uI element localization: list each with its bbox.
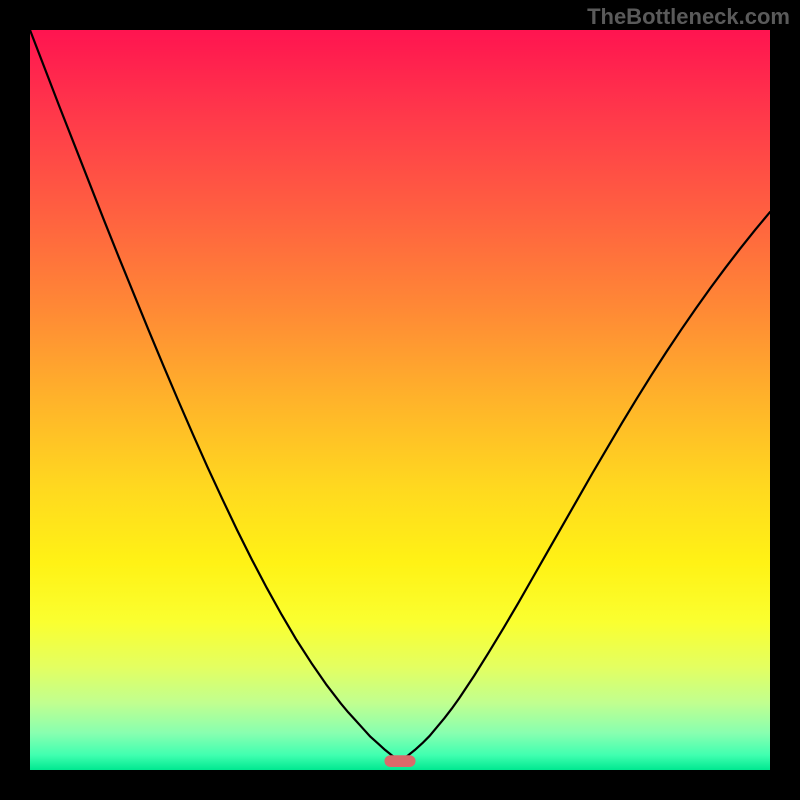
- chart-svg: [0, 0, 800, 800]
- watermark-text: TheBottleneck.com: [587, 4, 790, 30]
- optimal-marker: [384, 755, 415, 767]
- bottleneck-chart: TheBottleneck.com: [0, 0, 800, 800]
- plot-background: [30, 30, 770, 770]
